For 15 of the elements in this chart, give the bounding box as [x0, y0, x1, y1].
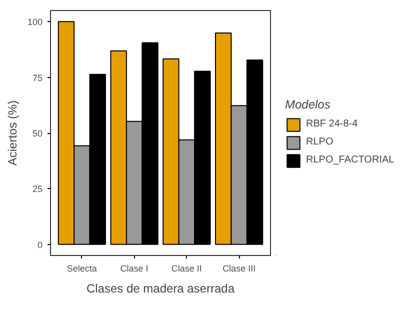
y-tick-label: 75: [32, 72, 43, 83]
legend-label: RLPO: [306, 136, 334, 148]
y-tick-label: 0: [37, 240, 43, 250]
legend-title: Modelos: [285, 97, 332, 111]
legend-label: RBF 24-8-4: [306, 118, 358, 130]
x-tick-label: Clase II: [171, 264, 202, 274]
y-axis-title: Aciertos (%): [5, 100, 20, 166]
y-tick-label: 50: [32, 128, 43, 138]
x-tick-label: Clase I: [120, 264, 148, 274]
y-tick-label: 25: [32, 184, 43, 194]
x-tick-label: Clase III: [222, 264, 256, 274]
x-axis-title: Clases de madera aserrada: [86, 282, 235, 296]
x-tick-label: Selecta: [66, 264, 97, 274]
legend-label: RLPO_FACTORIAL: [306, 154, 394, 166]
y-tick-label: 100: [27, 17, 43, 28]
